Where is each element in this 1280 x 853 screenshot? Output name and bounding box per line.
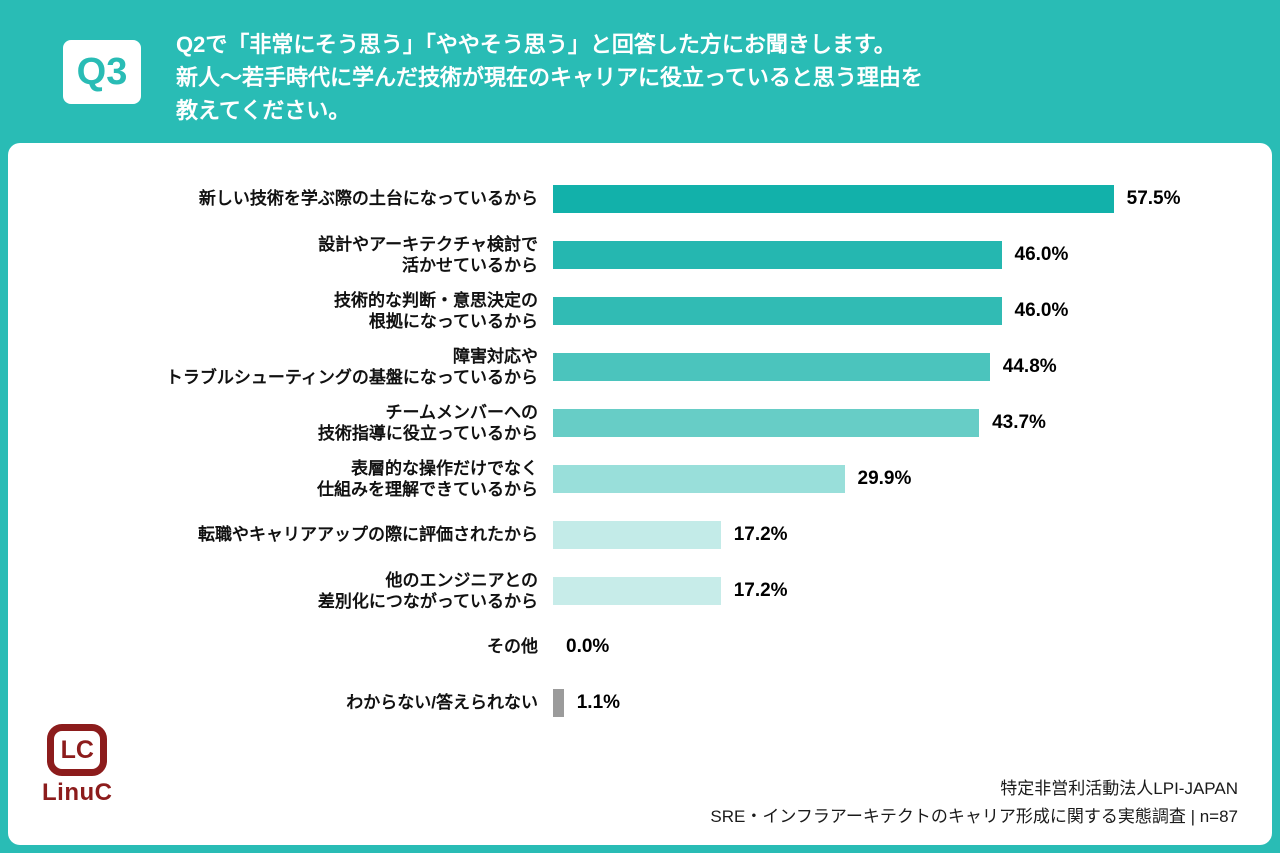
bar [553, 577, 721, 605]
bar-category-label: その他 [487, 637, 538, 657]
bar-area: 17.2% [553, 521, 1272, 549]
bar-area: 44.8% [553, 353, 1272, 381]
bar [553, 297, 1002, 325]
bar-area: 1.1% [553, 689, 1272, 717]
bar-row: その他 0.0% [8, 619, 1272, 675]
bar-category-label: 転職やキャリアアップの際に評価されたから [198, 525, 538, 545]
bar-category-label: 障害対応や トラブルシューティングの基盤になっているから [165, 346, 538, 387]
bar-value-label: 46.0% [1014, 300, 1069, 321]
bar-chart: 新しい技術を学ぶ際の土台になっているから 57.5% 設計やアーキテクチャ検討で… [8, 143, 1272, 731]
bar [553, 353, 990, 381]
linuc-logo: LC LinuC [42, 724, 112, 807]
question-number-badge: Q3 [63, 40, 141, 104]
bar [553, 409, 980, 437]
bar-value-label: 46.0% [1014, 244, 1069, 265]
bar-category-label: わからない/答えられない [346, 693, 538, 713]
bar-value-label: 29.9% [857, 468, 912, 489]
bar-value-label: 57.5% [1126, 188, 1181, 209]
bar-area: 17.2% [553, 577, 1272, 605]
bar-area: 57.5% [553, 185, 1272, 213]
bar-row: 転職やキャリアアップの際に評価されたから 17.2% [8, 507, 1272, 563]
bar-value-label: 1.1% [576, 692, 621, 713]
bar-row: 障害対応や トラブルシューティングの基盤になっているから 44.8% [8, 339, 1272, 395]
bar-row: 設計やアーキテクチャ検討で 活かせているから 46.0% [8, 227, 1272, 283]
bar-category-label: 表層的な操作だけでなく 仕組みを理解できているから [317, 458, 538, 499]
bar [553, 465, 845, 493]
bar-value-label: 44.8% [1002, 356, 1057, 377]
source-line-2: SRE・インフラアーキテクトのキャリア形成に関する実態調査 | n=87 [710, 806, 1238, 826]
bar-area: 46.0% [553, 297, 1272, 325]
bar-value-label: 17.2% [733, 580, 788, 601]
bar-category-label: 設計やアーキテクチャ検討で 活かせているから [318, 234, 538, 275]
bar-area: 46.0% [553, 241, 1272, 269]
bar-category-label: 技術的な判断・意思決定の 根拠になっているから [334, 290, 538, 331]
source-attribution: 特定非営利活動法人LPI-JAPAN SRE・インフラアーキテクトのキャリア形成… [710, 775, 1238, 831]
bar-row: 表層的な操作だけでなく 仕組みを理解できているから 29.9% [8, 451, 1272, 507]
bar-area: 0.0% [553, 636, 1272, 658]
bar [553, 185, 1114, 213]
bar-category-label: 他のエンジニアとの 差別化につながっているから [317, 570, 538, 611]
question-text: Q2で「非常にそう思う」「ややそう思う」と回答した方にお聞きします。 新人〜若手… [176, 32, 923, 123]
bar [553, 521, 721, 549]
bar-value-label: 43.7% [992, 412, 1046, 433]
linuc-logo-name: LinuC [42, 779, 113, 806]
bar-row: わからない/答えられない 1.1% [8, 675, 1272, 731]
linuc-logo-initials: LC [60, 735, 94, 764]
bar [553, 241, 1002, 269]
bar-value-label: 0.0% [566, 636, 610, 657]
bar [553, 689, 564, 717]
bar-row: 他のエンジニアとの 差別化につながっているから 17.2% [8, 563, 1272, 619]
chart-card: 新しい技術を学ぶ際の土台になっているから 57.5% 設計やアーキテクチャ検討で… [8, 143, 1272, 845]
bar-value-label: 17.2% [733, 524, 788, 545]
bar-category-label: 新しい技術を学ぶ際の土台になっているから [198, 189, 538, 209]
question-header: Q3 Q2で「非常にそう思う」「ややそう思う」と回答した方にお聞きします。 新人… [0, 0, 1280, 143]
bar-area: 29.9% [553, 465, 1272, 493]
bar-row: チームメンバーへの 技術指導に役立っているから 43.7% [8, 395, 1272, 451]
source-line-1: 特定非営利活動法人LPI-JAPAN [1000, 778, 1238, 798]
bar-row: 新しい技術を学ぶ際の土台になっているから 57.5% [8, 171, 1272, 227]
bar-area: 43.7% [553, 409, 1272, 437]
linuc-logo-icon: LC [47, 724, 108, 776]
bar-category-label: チームメンバーへの 技術指導に役立っているから [317, 402, 538, 443]
bar-row: 技術的な判断・意思決定の 根拠になっているから 46.0% [8, 283, 1272, 339]
